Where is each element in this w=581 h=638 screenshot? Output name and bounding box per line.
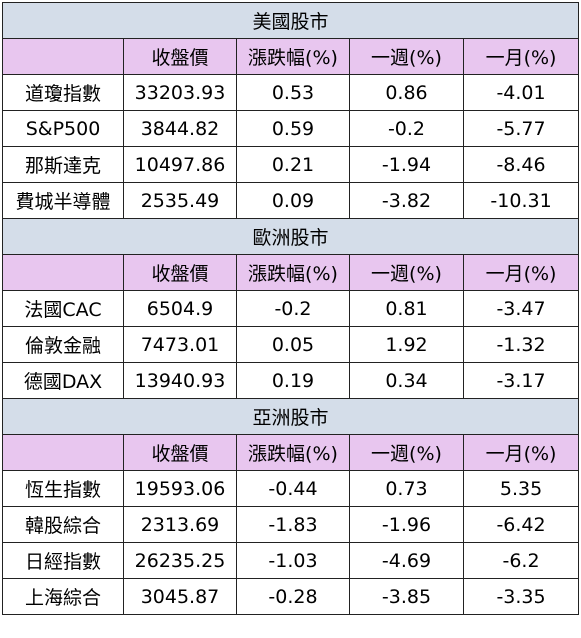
close-price: 10497.86 bbox=[123, 146, 237, 183]
week-percent: 0.81 bbox=[349, 290, 464, 327]
table-row: S&P500 3844.82 0.59 -0.2 -5.77 bbox=[2, 110, 580, 147]
column-header-row: 收盤價 漲跌幅(%) 一週(%) 一月(%) bbox=[2, 38, 580, 75]
table-row: 倫敦金融 7473.01 0.05 1.92 -1.32 bbox=[2, 326, 580, 363]
column-header: 一月(%) bbox=[462, 434, 580, 471]
week-percent: -4.69 bbox=[349, 542, 464, 579]
index-name: 道瓊指數 bbox=[2, 74, 124, 111]
index-name: 倫敦金融 bbox=[2, 326, 124, 363]
month-percent: -3.35 bbox=[462, 578, 580, 615]
stock-market-table: 美國股市 收盤價 漲跌幅(%) 一週(%) 一月(%) 道瓊指數 33203.9… bbox=[1, 2, 580, 615]
week-percent: 0.34 bbox=[349, 362, 464, 399]
index-name: 法國CAC bbox=[2, 290, 124, 327]
month-percent: -5.77 bbox=[462, 110, 580, 147]
month-percent: -10.31 bbox=[462, 182, 580, 219]
month-percent: 5.35 bbox=[462, 470, 580, 507]
table-row: 恆生指數 19593.06 -0.44 0.73 5.35 bbox=[2, 470, 580, 507]
week-percent: 0.86 bbox=[349, 74, 464, 111]
close-price: 3045.87 bbox=[123, 578, 237, 615]
column-header bbox=[2, 434, 124, 471]
change-percent: -0.2 bbox=[236, 290, 350, 327]
week-percent: 1.92 bbox=[349, 326, 464, 363]
index-name: 日經指數 bbox=[2, 542, 124, 579]
week-percent: -0.2 bbox=[349, 110, 464, 147]
change-percent: -1.03 bbox=[236, 542, 350, 579]
column-header: 一週(%) bbox=[349, 434, 464, 471]
change-percent: 0.53 bbox=[236, 74, 350, 111]
change-percent: 0.19 bbox=[236, 362, 350, 399]
close-price: 7473.01 bbox=[123, 326, 237, 363]
index-name: 那斯達克 bbox=[2, 146, 124, 183]
section-title: 亞洲股市 bbox=[1, 398, 580, 435]
column-header: 漲跌幅(%) bbox=[236, 254, 350, 291]
table-row: 道瓊指數 33203.93 0.53 0.86 -4.01 bbox=[2, 74, 580, 111]
change-percent: -0.44 bbox=[236, 470, 350, 507]
index-name: 德國DAX bbox=[2, 362, 124, 399]
month-percent: -6.2 bbox=[462, 542, 580, 579]
change-percent: 0.09 bbox=[236, 182, 350, 219]
change-percent: 0.59 bbox=[236, 110, 350, 147]
close-price: 19593.06 bbox=[123, 470, 237, 507]
close-price: 2313.69 bbox=[123, 506, 237, 543]
week-percent: -3.82 bbox=[349, 182, 464, 219]
section-title-row: 歐洲股市 bbox=[1, 218, 580, 255]
section-title: 歐洲股市 bbox=[1, 218, 580, 255]
section-title-row: 亞洲股市 bbox=[1, 398, 580, 435]
change-percent: -1.83 bbox=[236, 506, 350, 543]
week-percent: -1.94 bbox=[349, 146, 464, 183]
index-name: 韓股綜合 bbox=[2, 506, 124, 543]
table-row: 費城半導體 2535.49 0.09 -3.82 -10.31 bbox=[2, 182, 580, 219]
week-percent: -3.85 bbox=[349, 578, 464, 615]
close-price: 2535.49 bbox=[123, 182, 237, 219]
column-header: 漲跌幅(%) bbox=[236, 38, 350, 75]
column-header bbox=[2, 254, 124, 291]
index-name: 恆生指數 bbox=[2, 470, 124, 507]
column-header-row: 收盤價 漲跌幅(%) 一週(%) 一月(%) bbox=[2, 434, 580, 471]
column-header: 收盤價 bbox=[123, 38, 237, 75]
index-name: 費城半導體 bbox=[2, 182, 124, 219]
month-percent: -4.01 bbox=[462, 74, 580, 111]
month-percent: -6.42 bbox=[462, 506, 580, 543]
column-header: 漲跌幅(%) bbox=[236, 434, 350, 471]
section-title: 美國股市 bbox=[1, 2, 580, 39]
table-row: 韓股綜合 2313.69 -1.83 -1.96 -6.42 bbox=[2, 506, 580, 543]
change-percent: 0.21 bbox=[236, 146, 350, 183]
column-header bbox=[2, 38, 124, 75]
column-header: 一月(%) bbox=[462, 38, 580, 75]
table-row: 德國DAX 13940.93 0.19 0.34 -3.17 bbox=[2, 362, 580, 399]
close-price: 26235.25 bbox=[123, 542, 237, 579]
close-price: 13940.93 bbox=[123, 362, 237, 399]
table-row: 日經指數 26235.25 -1.03 -4.69 -6.2 bbox=[2, 542, 580, 579]
table-row: 那斯達克 10497.86 0.21 -1.94 -8.46 bbox=[2, 146, 580, 183]
week-percent: -1.96 bbox=[349, 506, 464, 543]
month-percent: -1.32 bbox=[462, 326, 580, 363]
change-percent: -0.28 bbox=[236, 578, 350, 615]
column-header: 收盤價 bbox=[123, 434, 237, 471]
index-name: 上海綜合 bbox=[2, 578, 124, 615]
section-title-row: 美國股市 bbox=[1, 2, 580, 39]
column-header: 一月(%) bbox=[462, 254, 580, 291]
column-header-row: 收盤價 漲跌幅(%) 一週(%) 一月(%) bbox=[2, 254, 580, 291]
column-header: 一週(%) bbox=[349, 38, 464, 75]
column-header: 一週(%) bbox=[349, 254, 464, 291]
month-percent: -3.17 bbox=[462, 362, 580, 399]
change-percent: 0.05 bbox=[236, 326, 350, 363]
table-row: 上海綜合 3045.87 -0.28 -3.85 -3.35 bbox=[2, 578, 580, 615]
close-price: 33203.93 bbox=[123, 74, 237, 111]
index-name: S&P500 bbox=[2, 110, 124, 147]
month-percent: -3.47 bbox=[462, 290, 580, 327]
month-percent: -8.46 bbox=[462, 146, 580, 183]
table-row: 法國CAC 6504.9 -0.2 0.81 -3.47 bbox=[2, 290, 580, 327]
close-price: 3844.82 bbox=[123, 110, 237, 147]
week-percent: 0.73 bbox=[349, 470, 464, 507]
column-header: 收盤價 bbox=[123, 254, 237, 291]
close-price: 6504.9 bbox=[123, 290, 237, 327]
